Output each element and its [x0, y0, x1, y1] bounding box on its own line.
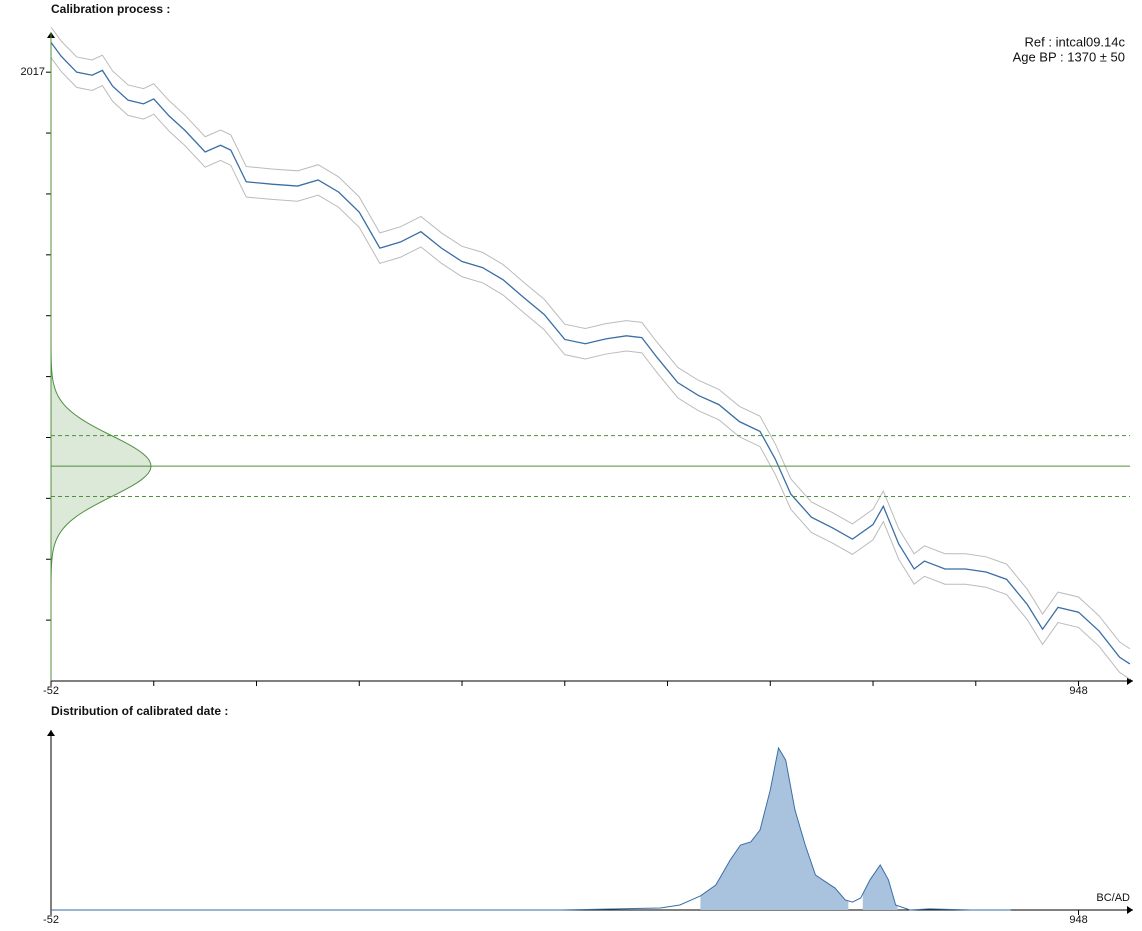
axis-arrow: [1127, 677, 1133, 685]
calibration-curve: [50, 41, 1131, 665]
distribution-line: [51, 746, 1011, 911]
axis-arrow: [1127, 906, 1133, 914]
y-tick-label: 2017: [21, 66, 45, 78]
x-tick-label: 948: [1069, 685, 1087, 697]
chart-title: Distribution of calibrated date :: [51, 704, 228, 718]
x-axis-label: BC/AD: [1096, 892, 1130, 904]
x-tick-label: -52: [43, 914, 59, 926]
x-tick-label: -52: [43, 685, 59, 697]
envelope-lower: [50, 57, 1131, 680]
axis-arrow: [47, 730, 55, 736]
x-tick-label: 948: [1069, 914, 1087, 926]
envelope-upper: [50, 26, 1131, 650]
measurement-density: [50, 32, 152, 681]
annotation: Age BP : 1370 ± 50: [1013, 49, 1125, 64]
chart-title: Calibration process :: [51, 2, 170, 16]
annotation: Ref : intcal09.14c: [1025, 34, 1126, 49]
